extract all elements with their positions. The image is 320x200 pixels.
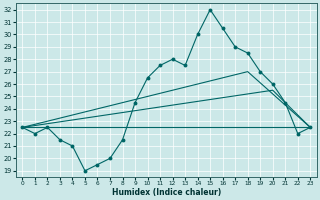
X-axis label: Humidex (Indice chaleur): Humidex (Indice chaleur) xyxy=(112,188,221,197)
